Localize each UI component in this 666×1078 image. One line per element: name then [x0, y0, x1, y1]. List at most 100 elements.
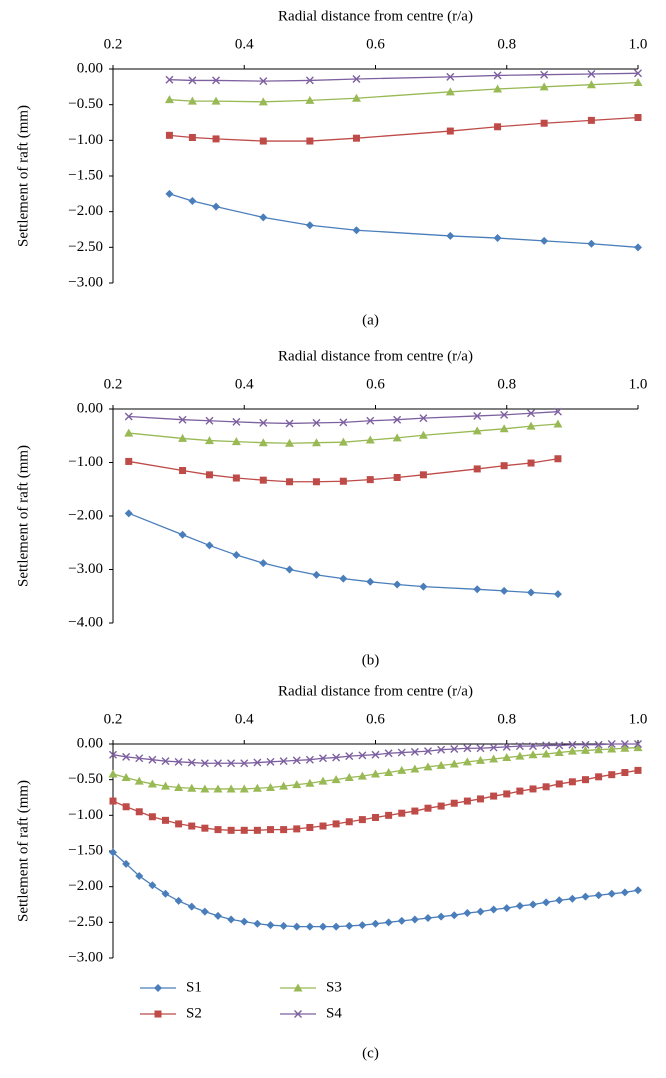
marker: [279, 757, 288, 766]
marker: [279, 781, 289, 790]
marker: [161, 889, 170, 898]
marker: [188, 822, 196, 830]
series-line: [112, 769, 639, 831]
marker: [489, 743, 498, 752]
marker: [493, 71, 502, 80]
x-tick-label: 0.6: [366, 711, 385, 727]
marker: [212, 135, 220, 143]
marker: [515, 751, 525, 760]
marker: [410, 747, 419, 756]
marker: [240, 759, 249, 768]
marker: [594, 745, 604, 754]
marker: [554, 748, 564, 757]
marker: [148, 755, 157, 764]
marker: [594, 740, 603, 749]
marker: [529, 742, 537, 751]
marker: [305, 221, 314, 230]
y-tick-label: −2.00: [68, 878, 103, 894]
marker: [312, 570, 321, 579]
marker: [332, 820, 340, 828]
marker: [500, 410, 509, 419]
marker: [205, 416, 214, 425]
marker: [161, 757, 170, 766]
marker: [515, 901, 524, 910]
marker: [437, 745, 446, 754]
y-tick-label: −2.00: [68, 203, 103, 219]
marker: [500, 586, 509, 595]
marker: [227, 826, 235, 834]
marker: [393, 580, 402, 589]
marker: [424, 804, 432, 812]
x-tick-label: 0.8: [497, 711, 516, 727]
x-tick-label: 0.6: [366, 36, 385, 52]
marker: [178, 433, 188, 442]
marker: [450, 744, 459, 753]
marker: [175, 820, 183, 828]
marker: [124, 509, 133, 518]
y-tick-label: −1.00: [68, 454, 103, 470]
marker: [446, 231, 455, 240]
marker: [634, 766, 642, 774]
marker: [339, 418, 348, 427]
marker: [419, 471, 427, 479]
marker: [286, 478, 294, 486]
series-line: [169, 72, 639, 82]
marker: [553, 419, 563, 428]
marker: [397, 765, 407, 774]
marker: [423, 762, 433, 771]
marker: [259, 559, 268, 568]
marker: [424, 914, 432, 923]
marker: [240, 917, 249, 926]
x-tick-label: 1.0: [629, 376, 648, 392]
marker: [540, 236, 549, 245]
marker: [352, 226, 361, 235]
marker: [633, 78, 643, 87]
marker: [358, 816, 366, 824]
marker: [232, 417, 241, 426]
axis-title: Radial distance from centre (r/a): [278, 348, 473, 364]
marker: [187, 783, 197, 792]
marker: [188, 76, 197, 85]
marker: [397, 748, 406, 757]
x-tick-label: 0.2: [104, 376, 123, 392]
marker: [311, 438, 321, 447]
marker: [587, 239, 596, 248]
marker: [240, 826, 248, 834]
marker: [148, 881, 157, 890]
marker: [252, 783, 262, 792]
marker: [493, 84, 503, 93]
marker: [211, 96, 221, 105]
marker: [554, 455, 562, 463]
marker: [490, 792, 498, 800]
axis-title: Radial distance from centre (r/a): [278, 8, 473, 24]
marker: [384, 768, 394, 777]
marker: [204, 436, 214, 445]
marker: [108, 769, 118, 778]
marker: [267, 826, 274, 834]
marker: [174, 896, 183, 905]
marker: [526, 421, 536, 430]
marker: [410, 915, 419, 924]
marker: [109, 797, 117, 805]
marker: [607, 740, 616, 748]
marker: [122, 803, 130, 811]
marker: [384, 749, 393, 758]
marker: [188, 133, 196, 141]
marker: [164, 95, 174, 104]
marker: [424, 747, 432, 756]
marker: [345, 921, 354, 930]
marker: [515, 742, 524, 751]
marker: [581, 745, 590, 754]
marker: [200, 759, 209, 768]
marker: [188, 196, 197, 205]
legend-label: S2: [186, 1005, 202, 1021]
marker: [634, 740, 642, 748]
marker: [541, 749, 551, 758]
marker: [473, 465, 481, 473]
marker: [147, 779, 157, 788]
marker: [165, 131, 173, 139]
marker: [306, 137, 314, 145]
marker: [366, 416, 375, 425]
marker: [489, 905, 498, 914]
